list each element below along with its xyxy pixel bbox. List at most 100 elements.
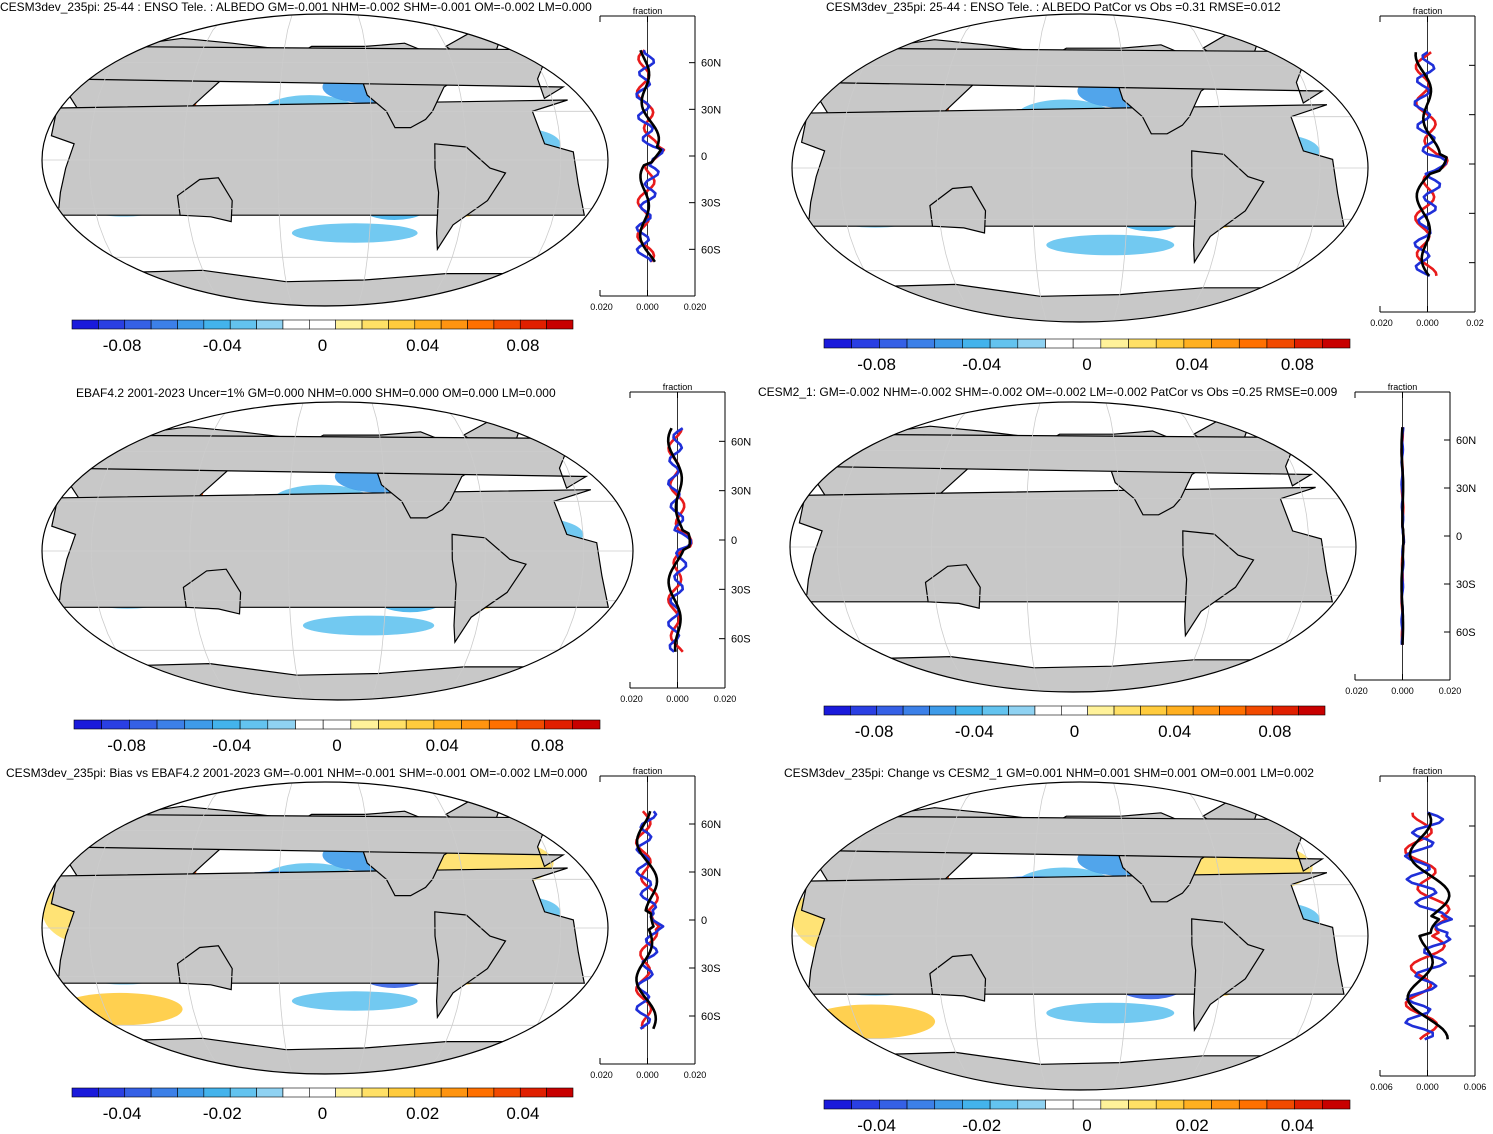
graticule-lon bbox=[931, 402, 976, 692]
profile-label: fraction bbox=[1388, 382, 1418, 392]
panel-title: CESM3dev_235pi: 25-44 : ENSO Tele. : ALB… bbox=[826, 0, 1281, 14]
profile-ytick-label: 30S bbox=[731, 584, 751, 596]
profile-ytick-label: 30S bbox=[1456, 579, 1476, 591]
colorbar-swatch bbox=[461, 719, 490, 730]
colorbar-swatch bbox=[388, 1087, 416, 1098]
continent-south-america bbox=[434, 143, 507, 252]
colorbar-tick-label: 0 bbox=[1082, 1116, 1091, 1134]
colorbar-tick-label: 0.08 bbox=[531, 736, 564, 755]
profile-label: fraction bbox=[1413, 766, 1443, 776]
profile-xtick-label: 0.000 bbox=[666, 694, 689, 704]
continent-africa bbox=[799, 104, 1345, 227]
colorbar-tick-label: 0 bbox=[1082, 355, 1091, 374]
graticule-lon bbox=[357, 14, 373, 306]
map-content bbox=[790, 402, 1356, 692]
colorbar-swatch bbox=[962, 338, 991, 349]
colorbar-swatch bbox=[1045, 1099, 1074, 1110]
colorbar-swatch bbox=[519, 319, 547, 330]
profile-p4: fraction -0.020 0.000 0.020 60N 30N 0 30S 60S bbox=[1345, 382, 1476, 696]
map-border bbox=[41, 781, 609, 1075]
colorbar-swatch bbox=[378, 719, 407, 730]
colorbar-tick-label: 0.02 bbox=[406, 1104, 439, 1123]
colorbar-swatch bbox=[516, 719, 545, 730]
continent-australia bbox=[929, 186, 987, 234]
colorbar-tick-label: 0 bbox=[318, 1104, 327, 1123]
graticule-lon bbox=[1112, 14, 1129, 322]
colorbar-swatch bbox=[440, 1087, 468, 1098]
colorbar-swatch bbox=[1072, 1099, 1102, 1110]
panel-title: CESM3dev_235pi: 25-44 : ENSO Tele. : ALB… bbox=[0, 0, 592, 14]
profile-ytick-label: 60N bbox=[701, 58, 721, 70]
graticule-lon bbox=[357, 782, 373, 1074]
continent-africa bbox=[49, 489, 610, 608]
graticule-lon bbox=[1025, 402, 1041, 692]
colorbar-tick-label: 0.04 bbox=[1158, 722, 1191, 741]
graticule-lon bbox=[183, 782, 228, 1074]
colorbar-swatch bbox=[1166, 705, 1194, 716]
graticule-lon bbox=[1179, 14, 1225, 322]
colorbar-swatch bbox=[1008, 705, 1036, 716]
profile-xtick-label: 0.000 bbox=[1391, 686, 1414, 696]
graticule-lon bbox=[183, 14, 228, 306]
continent-south-america bbox=[1182, 530, 1255, 638]
anomaly-region bbox=[1046, 234, 1175, 256]
colorbar-tick-label: -0.04 bbox=[857, 1116, 896, 1134]
profile-label: fraction bbox=[1413, 6, 1443, 16]
profile-ytick-label: 30N bbox=[701, 104, 721, 116]
colorbar-swatch bbox=[1238, 338, 1268, 349]
colorbar-swatch bbox=[929, 705, 957, 716]
colorbar-swatch bbox=[1322, 1099, 1351, 1110]
colorbar-p6: -0.04 -0.02 0 0.02 0.04 bbox=[823, 1099, 1351, 1134]
colorbar-swatch bbox=[823, 1099, 852, 1110]
map-content bbox=[792, 782, 1368, 1090]
colorbar-swatch bbox=[876, 705, 904, 716]
colorbar-p1: -0.08 -0.04 0 0.04 0.08 bbox=[71, 319, 574, 355]
profile-ytick-label: 0 bbox=[1456, 531, 1462, 543]
colorbar-swatch bbox=[267, 719, 296, 730]
colorbar-swatch bbox=[282, 319, 310, 330]
colorbar-swatch bbox=[229, 1087, 257, 1098]
colorbar-swatch bbox=[1238, 1099, 1268, 1110]
profile-label: fraction bbox=[633, 766, 663, 776]
profile-xtick-label: 0.006 bbox=[1464, 1082, 1487, 1092]
colorbar-swatch bbox=[177, 319, 205, 330]
graticule-lon bbox=[935, 14, 981, 322]
colorbar-tick-label: -0.08 bbox=[103, 336, 142, 355]
colorbar-swatch bbox=[851, 1099, 880, 1110]
colorbar-tick-label: 0 bbox=[332, 736, 341, 755]
anomaly-region bbox=[291, 223, 418, 243]
colorbar-swatch bbox=[546, 1087, 574, 1098]
profile-ytick-label: 0 bbox=[701, 915, 707, 927]
continent-south-america bbox=[1191, 918, 1265, 1033]
colorbar-swatch bbox=[544, 719, 573, 730]
colorbar-tick-label: -0.04 bbox=[103, 1104, 142, 1123]
colorbar-swatch bbox=[879, 1099, 908, 1110]
graticule-lon bbox=[277, 14, 293, 306]
colorbar-swatch bbox=[129, 719, 158, 730]
profile-p5: fraction -0.020 0.000 0.020 60N 30N 0 30S 60S bbox=[590, 766, 721, 1080]
colorbar-swatch bbox=[361, 1087, 389, 1098]
colorbar-tick-label: -0.04 bbox=[962, 355, 1001, 374]
profile-xtick-label: 0.020 bbox=[684, 302, 707, 312]
map-p1 bbox=[41, 13, 609, 307]
colorbar-swatch bbox=[1294, 1099, 1323, 1110]
map-p4 bbox=[789, 401, 1357, 693]
colorbar-swatch bbox=[1211, 338, 1240, 349]
colorbar-swatch bbox=[519, 1087, 547, 1098]
colorbar-tick-label: 0.04 bbox=[426, 736, 459, 755]
colorbar-swatch bbox=[309, 1087, 336, 1098]
colorbar-swatch bbox=[467, 319, 495, 330]
colorbar-swatch bbox=[73, 719, 102, 730]
colorbar-swatch bbox=[1140, 705, 1168, 716]
continent-south-america bbox=[1191, 150, 1265, 265]
colorbar-swatch bbox=[989, 338, 1019, 349]
profile-ytick-label: 60N bbox=[731, 436, 751, 448]
colorbar-tick-label: 0.08 bbox=[1281, 355, 1314, 374]
colorbar-swatch bbox=[309, 319, 336, 330]
colorbar-swatch bbox=[1322, 338, 1351, 349]
profile-ytick-label: 30N bbox=[701, 867, 721, 879]
graticule-lon bbox=[1170, 402, 1215, 692]
colorbar-swatch bbox=[229, 319, 257, 330]
colorbar-swatch bbox=[1034, 705, 1062, 716]
profile-xtick-label: 0.000 bbox=[1416, 1082, 1439, 1092]
